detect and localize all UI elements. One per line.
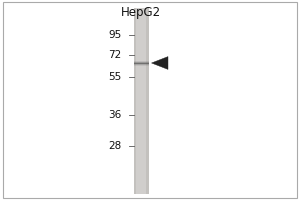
Bar: [134, 62, 148, 64]
Bar: [134, 60, 148, 62]
Text: 72: 72: [108, 50, 122, 60]
Bar: [134, 64, 148, 65]
Text: 55: 55: [108, 72, 122, 82]
Bar: [134, 65, 148, 66]
Text: 28: 28: [108, 141, 122, 151]
Text: 36: 36: [108, 110, 122, 120]
Bar: [146, 8, 148, 194]
Text: HepG2: HepG2: [121, 6, 161, 19]
Text: 95: 95: [108, 30, 122, 40]
Polygon shape: [152, 57, 168, 69]
Bar: [134, 62, 148, 64]
Bar: [134, 8, 136, 194]
Bar: [134, 8, 148, 194]
